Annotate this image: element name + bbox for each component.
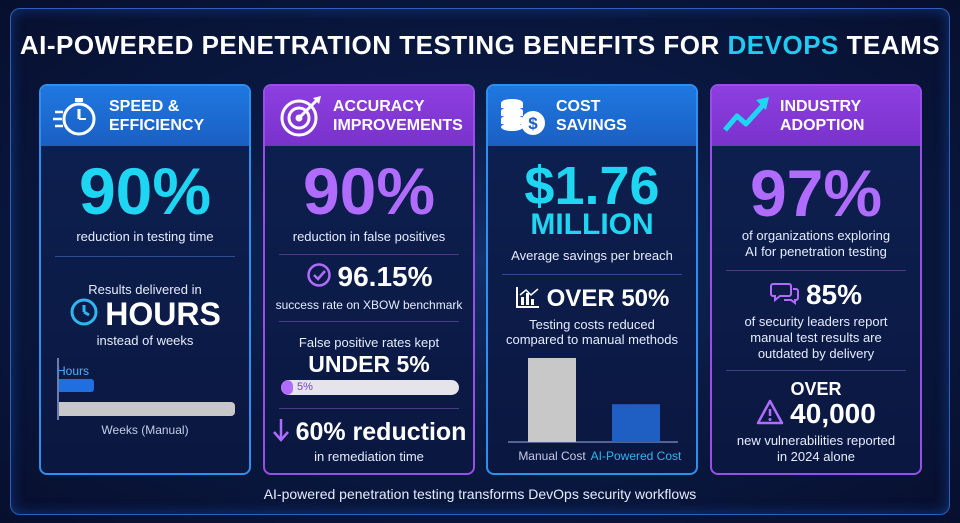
card-accuracy-improvements: ACCURACY IMPROVEMENTS 90% reduction in f… bbox=[263, 84, 475, 475]
stat-value: 90% bbox=[302, 154, 436, 228]
bar-axis bbox=[57, 358, 59, 420]
success-row: 96.15% bbox=[265, 260, 473, 294]
stat-caption: reduction in false positives bbox=[292, 229, 446, 244]
results-big: HOURS bbox=[105, 295, 221, 332]
stat-value: 97% bbox=[749, 156, 883, 230]
leaders-row: 85% bbox=[712, 278, 920, 312]
over-stat: OVER 50% bbox=[546, 285, 670, 312]
clock-icon bbox=[69, 297, 99, 332]
chat-bubbles-icon bbox=[769, 280, 800, 311]
fp-caption: False positive rates kept bbox=[298, 335, 440, 350]
card-speed-efficiency: SPEED & EFFICIENCY 90% reduction in test… bbox=[39, 84, 251, 475]
bar-ai-powered-cost bbox=[612, 404, 660, 442]
bar-weeks bbox=[59, 402, 235, 416]
success-stat: 96.15% bbox=[337, 261, 433, 292]
tick-label-manual-cost: Manual Cost bbox=[518, 449, 586, 463]
vuln-over: OVER bbox=[790, 379, 842, 399]
divider bbox=[726, 370, 906, 371]
stat-caption: reduction in testing time bbox=[76, 229, 214, 244]
page-title: AI-POWERED PENETRATION TESTING BENEFITS … bbox=[19, 30, 941, 60]
card-header: $ COST SAVINGS bbox=[488, 86, 696, 146]
leaders-caption-2: manual test results are bbox=[750, 330, 882, 345]
tick-label-ai-powered-cost: AI-Powered Cost bbox=[591, 449, 682, 463]
stat-unit: MILLION bbox=[530, 208, 654, 241]
page-frame bbox=[10, 8, 950, 515]
remediation-row: 60% reduction bbox=[265, 416, 473, 448]
remediation-caption: in remediation time bbox=[314, 449, 424, 464]
warning-icon bbox=[756, 399, 784, 430]
divider bbox=[279, 408, 459, 409]
card-heading: SPEED & EFFICIENCY bbox=[109, 98, 205, 134]
card-heading: ACCURACY IMPROVEMENTS bbox=[333, 98, 463, 134]
vuln-caption-1: new vulnerabilities reported bbox=[736, 433, 896, 448]
over-caption-1: Testing costs reduced bbox=[529, 317, 655, 332]
bar-weeks-label: Weeks (Manual) bbox=[101, 423, 189, 437]
leaders-stat: 85% bbox=[805, 279, 863, 310]
fp-bar-track bbox=[281, 380, 459, 395]
fp-bar-label: 5% bbox=[297, 381, 313, 393]
stat-caption: Average savings per breach bbox=[511, 248, 673, 263]
card-heading: INDUSTRY ADOPTION bbox=[780, 98, 865, 134]
bar-hours-label: Hours bbox=[57, 364, 90, 378]
stat-caption-1: of organizations exploring bbox=[741, 228, 891, 243]
divider bbox=[55, 256, 235, 257]
card-industry-adoption: INDUSTRY ADOPTION 97% of organizations e… bbox=[710, 84, 922, 475]
stat-value: $1.76 bbox=[524, 156, 660, 216]
card-header: INDUSTRY ADOPTION bbox=[712, 86, 920, 146]
divider bbox=[726, 270, 906, 271]
over-caption-2: compared to manual methods bbox=[506, 332, 678, 347]
svg-text:$: $ bbox=[528, 114, 538, 133]
over-row: OVER 50% bbox=[488, 282, 696, 316]
results-caption-bottom: instead of weeks bbox=[96, 333, 194, 348]
fp-big: UNDER 5% bbox=[308, 351, 430, 377]
bar-hours bbox=[59, 379, 94, 392]
fp-bar-fill bbox=[281, 380, 293, 395]
check-circle-icon bbox=[306, 262, 332, 293]
success-caption: success rate on XBOW benchmark bbox=[275, 298, 463, 312]
bar-chart-icon bbox=[515, 285, 541, 314]
results-caption-top: Results delivered in bbox=[88, 282, 202, 297]
results-row: HOURS bbox=[41, 296, 249, 332]
cost-bar-chart: Manual Cost AI-Powered Cost bbox=[508, 358, 682, 463]
card-header: SPEED & EFFICIENCY bbox=[41, 86, 249, 146]
trend-up-icon bbox=[720, 91, 774, 141]
card-heading: COST SAVINGS bbox=[556, 98, 627, 134]
target-icon bbox=[273, 91, 327, 141]
card-header: ACCURACY IMPROVEMENTS bbox=[265, 86, 473, 146]
leaders-caption-1: of security leaders report bbox=[744, 314, 888, 329]
arrow-down-icon bbox=[272, 417, 290, 448]
vuln-stat: 40,000 bbox=[790, 398, 876, 429]
divider bbox=[279, 321, 459, 322]
bar-manual-cost bbox=[528, 358, 576, 442]
vuln-row: 40,000 bbox=[712, 398, 920, 430]
footer-tagline: AI-powered penetration testing transform… bbox=[263, 486, 697, 502]
card-cost-savings: $ COST SAVINGS $1.76 MILLION Average sav… bbox=[486, 84, 698, 475]
stat-caption-2: AI for penetration testing bbox=[745, 244, 887, 259]
remediation-stat: 60% reduction bbox=[295, 417, 467, 446]
divider bbox=[279, 254, 459, 255]
coins-dollar-icon: $ bbox=[496, 91, 550, 141]
vuln-caption-2: in 2024 alone bbox=[776, 449, 856, 464]
stopwatch-icon bbox=[49, 91, 103, 141]
leaders-caption-3: outdated by delivery bbox=[757, 346, 875, 361]
divider bbox=[502, 274, 682, 275]
stat-value: 90% bbox=[78, 154, 212, 228]
